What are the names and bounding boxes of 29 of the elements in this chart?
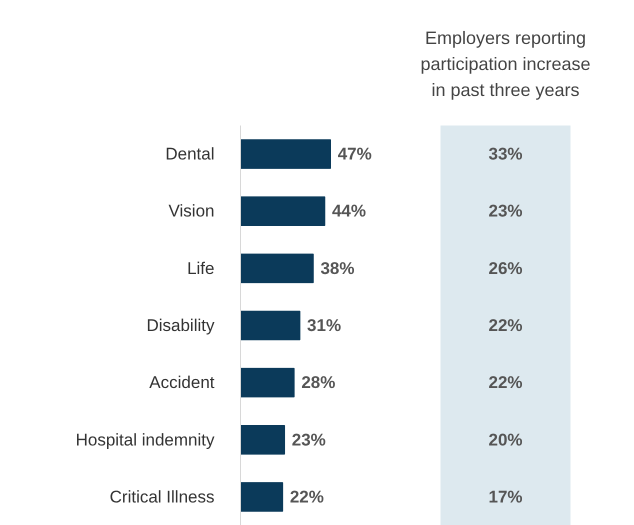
data-label: 23% (292, 430, 326, 450)
data-label: 38% (320, 258, 354, 278)
data-label: 22% (290, 487, 324, 506)
y-tick-label: Disability (146, 316, 215, 335)
y-tick-label: Life (187, 258, 215, 278)
text: 26% (488, 258, 523, 278)
bar (240, 310, 300, 340)
data-label: 47% (338, 144, 372, 164)
y-tick-label: Vision (168, 202, 215, 221)
data-label: 31% (307, 316, 342, 335)
bar (240, 425, 286, 455)
y-tick-label: Dental (165, 144, 214, 164)
bar (240, 139, 331, 169)
y-tick-label: Accident (149, 373, 215, 392)
text: 23% (488, 202, 523, 221)
bar (240, 368, 295, 398)
data-label: 44% (332, 202, 366, 221)
text: Employers reporting participation increase in past three years (420, 28, 591, 100)
y-tick-label: Hospital indemnity (76, 430, 215, 450)
text: 22% (488, 373, 523, 392)
text: 22% (488, 316, 523, 335)
y-tick-label: Critical Illness (110, 487, 215, 506)
data-label: 28% (301, 373, 336, 392)
bar (240, 196, 326, 226)
text: 33% (488, 144, 523, 164)
text: 20% (488, 430, 523, 450)
bar (240, 254, 314, 284)
text: 17% (488, 487, 523, 506)
bar (240, 482, 284, 512)
